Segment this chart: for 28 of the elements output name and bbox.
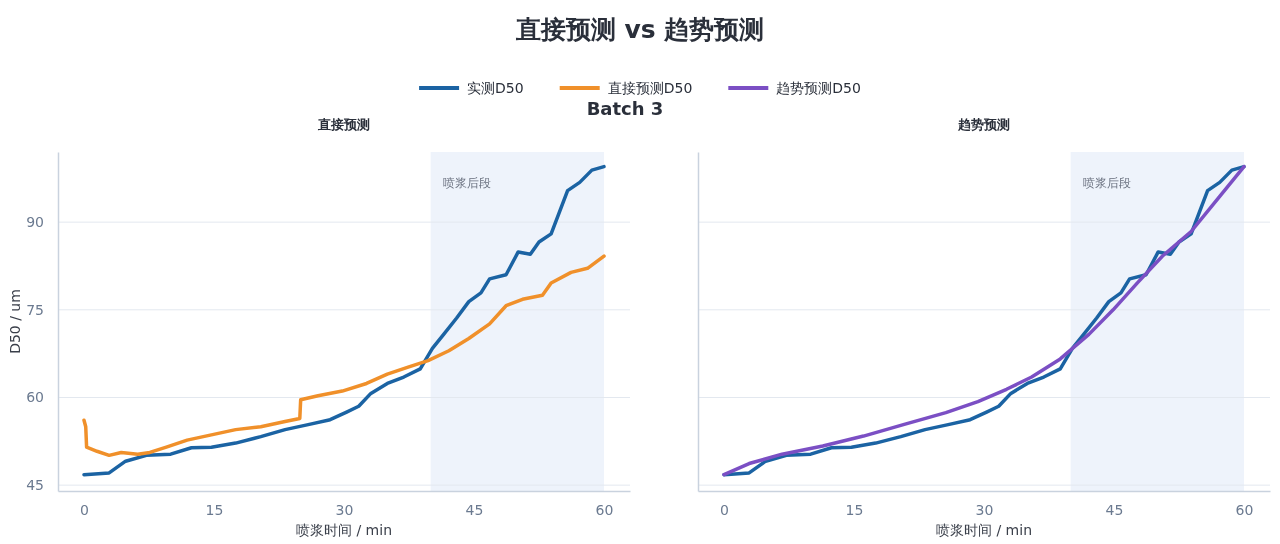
y-tick-label: 45 [26,477,44,494]
x-tick-label: 60 [1235,501,1254,518]
x-tick-label: 30 [335,501,354,518]
y-tick-label: 75 [26,301,44,318]
x-tick-label: 0 [720,501,729,518]
legend-label: 趋势预测D50 [776,80,861,96]
x-tick-label: 15 [205,501,224,518]
x-axis-title: 喷浆时间 / min [295,522,393,538]
x-tick-label: 30 [975,501,994,518]
band-label: 喷浆后段 [442,176,491,190]
line-series [82,164,606,477]
legend-label: 实测D50 [467,80,524,96]
y-axis-title: D50 / um [7,289,23,354]
legend-label: 直接预测D50 [607,80,693,96]
line-series [82,254,606,458]
x-tick-label: 0 [80,501,89,518]
y-tick-label: 90 [26,214,44,231]
text: 直接预测 [317,117,370,132]
x-tick-label: 45 [465,501,484,518]
chart-title: 直接预测 vs 趋势预测 [514,15,765,44]
band-label: 喷浆后段 [1082,176,1131,190]
y-tick-label: 60 [26,389,44,406]
x-tick-label: 45 [1105,501,1124,518]
x-tick-label: 60 [595,501,614,518]
chart-subtitle: Batch 3 [586,98,664,119]
x-tick-label: 15 [845,501,864,518]
x-axis-title: 喷浆时间 / min [935,522,1033,538]
chart-title: 趋势预测 [957,117,1010,132]
